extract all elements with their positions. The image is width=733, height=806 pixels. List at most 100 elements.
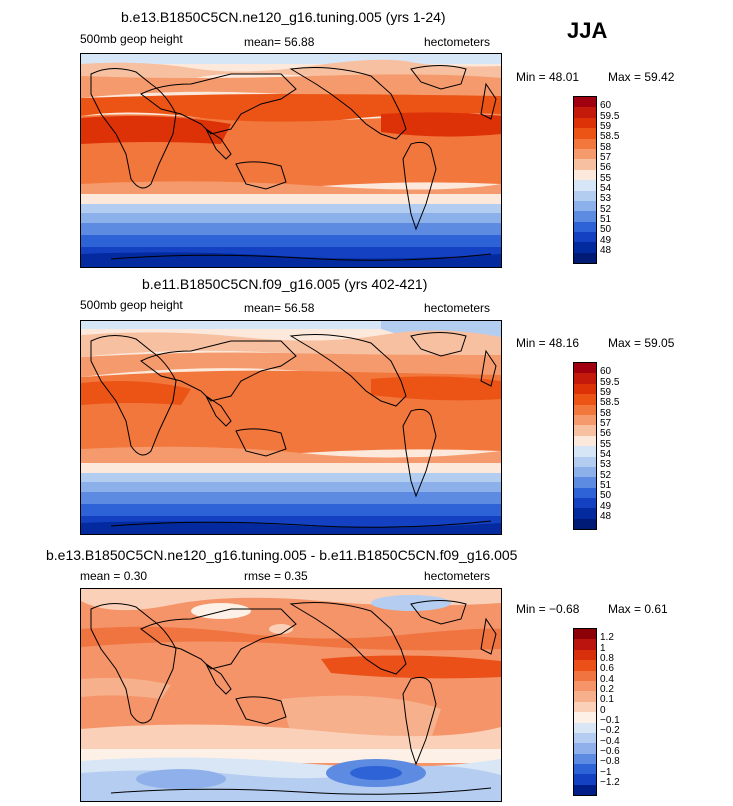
panel-3-max-label: Max = 0.61 [608, 602, 668, 616]
panel-1-colorbar-tick: 57 [600, 152, 612, 163]
panel-1-swatch [574, 232, 596, 243]
panel-2-colorbar-tick: 59 [600, 387, 612, 398]
panel-1-swatch [574, 97, 596, 108]
panel-2-swatch [574, 466, 596, 478]
panel-2-colorbar-tick: 58 [600, 407, 612, 419]
panel-1-title: b.e13.B1850C5CN.ne120_g16.tuning.005 (yr… [121, 9, 446, 25]
panel-2-swatch [574, 404, 596, 415]
panel-3-swatch [574, 712, 596, 723]
panel-2-swatch [574, 518, 596, 530]
panel-3-swatch [574, 743, 596, 754]
panel-3-swatch [574, 649, 596, 661]
panel-3-swatch [574, 764, 596, 775]
panel-3-colorbar-tick: −0.4 [600, 735, 620, 747]
panel-3-colorbar-tick: −0.8 [600, 756, 620, 767]
panel-3-swatch [574, 701, 596, 713]
panel-1-colorbar-tick: 53 [600, 193, 612, 204]
panel-1-swatch [574, 128, 596, 139]
panel-2-swatch [574, 446, 596, 457]
panel-3-colorbar-tick: −0.6 [600, 746, 620, 757]
panel-1-mean-label: mean= 56.88 [244, 35, 315, 49]
panel-3-colorbar-tick: 0.8 [600, 653, 614, 664]
panel-2-swatch [574, 435, 596, 447]
panel-1-units-label: hectometers [424, 35, 491, 49]
panel-2-units-label: hectometers [424, 301, 491, 315]
panel-1-swatch [574, 169, 596, 181]
panel-3-swatch [574, 774, 596, 785]
panel-2-colorbar-tick: 55 [600, 438, 612, 450]
panel-3-colorbar-tick: −1.2 [600, 777, 620, 788]
panel-1-colorbar-tick: 58 [600, 141, 612, 153]
panel-1-colorbar-tick: 52 [600, 203, 612, 215]
panel-3-colorbar-tick: 0 [600, 704, 606, 716]
panel-1-swatch [574, 148, 596, 160]
panel-2-mean-label: mean= 56.58 [244, 301, 315, 315]
season-label: JJA [567, 18, 608, 43]
panel-2-max-label: Max = 59.05 [608, 336, 675, 350]
panel-3-swatch [574, 753, 596, 765]
panel-3-mean-label: mean = 0.30 [80, 569, 148, 583]
panel-3-swatch [574, 670, 596, 681]
panel-1-swatch [574, 107, 596, 118]
panel-3-colorbar-swatches [573, 628, 597, 796]
panel-1-colorbar-tick: 55 [600, 172, 612, 184]
panel-1-colorbar-tick: 49 [600, 234, 612, 246]
panel-1-colorbar-tick: 56 [600, 162, 612, 173]
panel-1-swatch [574, 138, 596, 149]
panel-1-max-label: Max = 59.42 [608, 70, 675, 84]
panel-3-colorbar-tick: 1.2 [600, 632, 614, 643]
panel-3-swatch [574, 722, 596, 733]
panel-2-swatch [574, 508, 596, 519]
panel-2-colorbar-tick: 58.5 [600, 397, 620, 408]
panel-2-swatch [574, 425, 596, 436]
panel-1-colorbar-tick: 54 [600, 183, 612, 194]
panel-1-swatch [574, 242, 596, 253]
panel-3-swatch [574, 784, 596, 796]
panel-2-swatch [574, 498, 596, 509]
panel-2-swatch [574, 394, 596, 405]
panel-2-colorbar-tick: 51 [600, 480, 612, 491]
panel-1-min-label: Min = 48.01 [516, 70, 580, 84]
panel-1-colorbar-swatches [573, 96, 597, 264]
panel-1-colorbar-tick: 58.5 [600, 131, 620, 142]
panel-3-swatch [574, 691, 596, 702]
panel-3-swatch [574, 639, 596, 650]
panel-2-colorbar-tick: 49 [600, 500, 612, 512]
panel-2-colorbar-tick: 48 [600, 511, 612, 522]
panel-3-units-label: hectometers [424, 569, 491, 583]
panel-2-title: b.e11.B1850C5CN.f09_g16.005 (yrs 402-421… [142, 276, 428, 292]
panel-3-colorbar-tick: 0.4 [600, 673, 614, 685]
panel-2-swatch [574, 456, 596, 467]
panel-2-swatch [574, 414, 596, 426]
panel-2-swatch [574, 487, 596, 499]
panel-3-min-label: Min = −0.68 [516, 602, 580, 616]
panel-2-colorbar-tick: 53 [600, 459, 612, 470]
panel-2-colorbar-tick: 54 [600, 449, 612, 460]
panel-3-colorbar-tick: 0.1 [600, 694, 614, 705]
panel-2-colorbar-tick: 59.5 [600, 376, 620, 388]
panel-1-field-label: 500mb geop height [80, 32, 183, 46]
panel-3-map [80, 588, 502, 802]
panel-3-colorbar-tick: −0.2 [600, 725, 620, 736]
panel-2-colorbar-tick: 56 [600, 428, 612, 439]
panel-3-swatch [574, 732, 596, 744]
panel-2-colorbar-swatches [573, 362, 597, 530]
panel-3-colorbar-tick: −0.1 [600, 715, 620, 726]
panel-2-colorbar-tick: 57 [600, 418, 612, 429]
panel-3-swatch [574, 680, 596, 692]
panel-3-colorbar-tick: −1 [600, 766, 612, 778]
panel-1-swatch [574, 200, 596, 212]
panel-2-field-label: 500mb geop height [80, 298, 183, 312]
panel-1-map [80, 53, 502, 268]
panel-2-map [80, 320, 502, 535]
panel-1-colorbar-tick: 59.5 [600, 110, 620, 122]
panel-1-swatch [574, 211, 596, 222]
panel-2-colorbar-tick: 60 [600, 366, 612, 377]
panel-3-title: b.e13.B1850C5CN.ne120_g16.tuning.005 - b… [46, 547, 518, 563]
panel-3-swatch [574, 629, 596, 640]
panel-1-swatch [574, 190, 596, 201]
panel-3-rmse-label: rmse = 0.35 [244, 569, 308, 583]
panel-2-colorbar-tick: 50 [600, 490, 612, 501]
panel-1-colorbar-tick: 51 [600, 214, 612, 225]
panel-2-swatch [574, 383, 596, 395]
